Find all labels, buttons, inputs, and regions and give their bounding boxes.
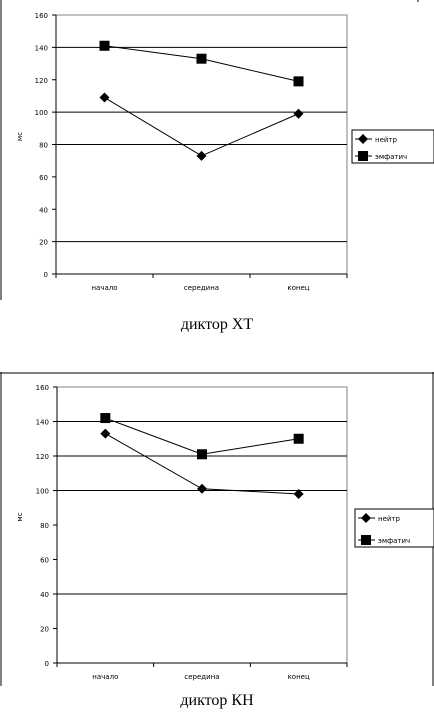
chart-panel-top: 0 20 40 60 80 100 120 140 160 начало середина конец… xyxy=(0,0,434,305)
y-tick-label: 100 xyxy=(36,488,49,496)
data-point xyxy=(293,488,304,499)
y-tick-label: 40 xyxy=(39,206,48,214)
data-point xyxy=(197,449,207,460)
legend-label: нейтр xyxy=(375,136,398,144)
y-axis-title: мс xyxy=(16,512,24,521)
y-tick-label: 40 xyxy=(40,591,49,599)
series-line xyxy=(105,417,299,455)
data-point xyxy=(100,428,111,439)
legend-label: эмфатич xyxy=(378,537,410,545)
y-tick-label: 160 xyxy=(35,12,48,20)
x-tick-label: середина xyxy=(184,673,219,681)
chart-caption-top: диктор ХТ xyxy=(180,316,254,333)
y-tick-label: 0 xyxy=(44,271,48,279)
data-point xyxy=(293,76,304,87)
data-point xyxy=(196,150,207,161)
data-point xyxy=(196,53,207,64)
data-point xyxy=(100,413,111,424)
legend-marker xyxy=(361,535,371,545)
plot-area xyxy=(56,386,348,664)
y-axis-title: мс xyxy=(16,132,24,141)
y-tick-label: 60 xyxy=(40,557,49,565)
y-tick-label: 100 xyxy=(35,109,48,117)
y-tick-label: 80 xyxy=(40,522,49,530)
y-tick-label: 80 xyxy=(39,142,48,150)
y-tick-label: 140 xyxy=(36,419,49,427)
y-tick-label: 20 xyxy=(40,626,49,634)
x-tick-label: середина xyxy=(184,284,219,292)
x-tick-label: конец xyxy=(287,284,309,292)
y-tick-label: 20 xyxy=(39,239,48,247)
chart-svg-top: 0 20 40 60 80 100 120 140 160 начало середина конец… xyxy=(0,0,434,300)
legend-marker xyxy=(358,134,368,144)
y-tick-label: 160 xyxy=(36,384,49,392)
data-point xyxy=(293,108,304,119)
x-tick-label: начало xyxy=(92,673,118,681)
data-point xyxy=(293,433,304,444)
x-tick-label: конец xyxy=(288,673,310,681)
x-tick-label: начало xyxy=(91,284,117,292)
legend-marker xyxy=(361,513,371,523)
series-line xyxy=(104,97,299,157)
legend-marker xyxy=(358,151,368,161)
y-tick-label: 140 xyxy=(35,44,48,52)
data-point xyxy=(99,92,110,103)
data-point xyxy=(99,40,110,51)
data-point xyxy=(197,483,207,494)
y-tick-label: 0 xyxy=(45,660,49,668)
chart-panel-bottom: 0 20 40 60 80 100 120 140 160 начало середина конец… xyxy=(0,372,434,686)
chart-caption-bottom: диктор КН xyxy=(180,692,254,709)
y-tick-label: 60 xyxy=(39,174,48,182)
y-tick-label: 120 xyxy=(35,77,48,85)
chart-svg-bottom: 0 20 40 60 80 100 120 140 160 начало середина конец… xyxy=(0,372,434,686)
y-tick-label: 120 xyxy=(36,453,49,461)
legend-label: эмфатич xyxy=(375,153,407,161)
legend-label: нейтр xyxy=(378,515,401,523)
